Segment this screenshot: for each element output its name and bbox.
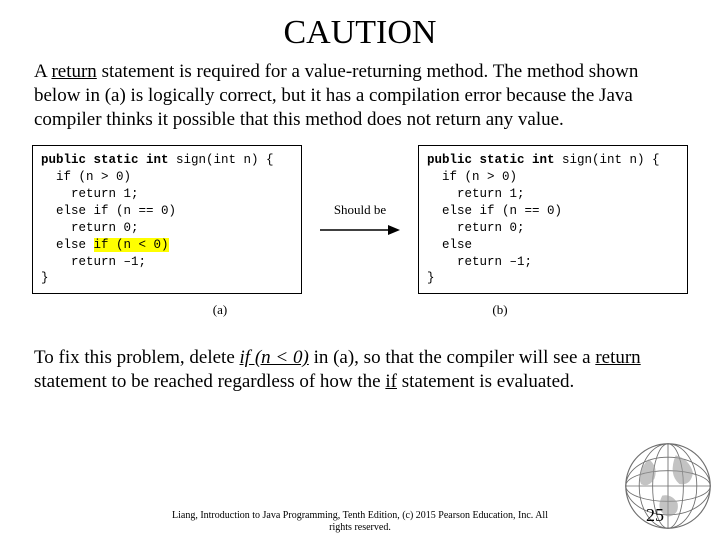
if-condition: if (n < 0) — [240, 347, 309, 368]
code-line: if (n > 0) — [41, 170, 131, 184]
footer-line: rights reserved. — [0, 522, 720, 534]
footer-copyright: Liang, Introduction to Java Programming,… — [0, 510, 720, 534]
caption-row: (a) (b) — [0, 302, 720, 318]
code-line: return 0; — [41, 221, 139, 235]
footer-line: Liang, Introduction to Java Programming,… — [0, 510, 720, 522]
code-line: else if (n == 0) — [41, 204, 176, 218]
text: in (a), so that the compiler will see a — [309, 347, 596, 368]
caption-a: (a) — [85, 302, 355, 318]
fix-paragraph: To fix this problem, delete if (n < 0) i… — [0, 318, 720, 394]
text: To fix this problem, delete — [34, 347, 240, 368]
code-line: else if (n == 0) — [427, 204, 562, 218]
arrow-column: Should be — [310, 202, 410, 238]
code-line: public static int — [427, 153, 562, 167]
code-line: } — [41, 271, 49, 285]
code-line: sign(int n) { — [176, 153, 274, 167]
arrow-icon — [320, 222, 400, 238]
return-keyword: return — [595, 347, 640, 368]
code-line: public static int — [41, 153, 176, 167]
text: A — [34, 61, 51, 82]
page-title: CAUTION — [0, 0, 720, 60]
highlighted-code: if (n < 0) — [94, 238, 169, 252]
code-comparison-figure: public static int sign(int n) { if (n > … — [20, 145, 700, 294]
code-box-b: public static int sign(int n) { if (n > … — [418, 145, 688, 294]
code-line: } — [427, 271, 435, 285]
return-keyword: return — [51, 61, 96, 82]
text: statement is required for a value-return… — [34, 61, 638, 130]
text: statement to be reached regardless of ho… — [34, 371, 385, 392]
code-line: return 1; — [427, 187, 525, 201]
if-keyword: if — [385, 371, 397, 392]
code-line: return 1; — [41, 187, 139, 201]
code-box-a: public static int sign(int n) { if (n > … — [32, 145, 302, 294]
intro-paragraph: A return statement is required for a val… — [0, 60, 720, 131]
code-line: return 0; — [427, 221, 525, 235]
code-line: sign(int n) { — [562, 153, 660, 167]
code-line: return –1; — [41, 255, 146, 269]
arrow-label: Should be — [334, 202, 386, 218]
code-line: else — [427, 238, 472, 252]
code-line: else — [41, 238, 94, 252]
code-line: if (n > 0) — [427, 170, 517, 184]
code-line: return –1; — [427, 255, 532, 269]
caption-b: (b) — [365, 302, 635, 318]
text: statement is evaluated. — [397, 371, 574, 392]
